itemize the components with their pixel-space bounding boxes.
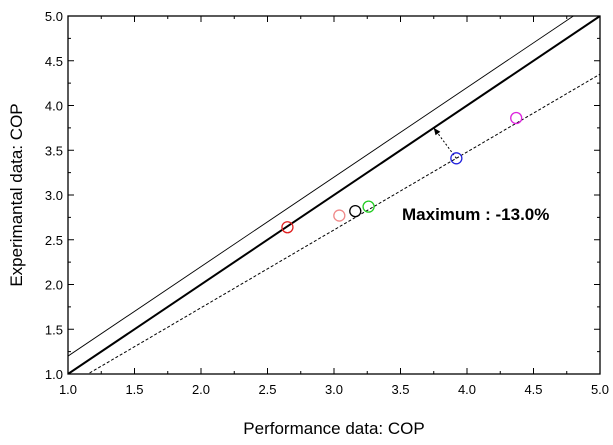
y-tick-label: 4.5 bbox=[45, 54, 63, 69]
x-tick-label: 3.0 bbox=[325, 382, 343, 397]
x-tick-label: 3.5 bbox=[391, 382, 409, 397]
reference-line-thick bbox=[68, 16, 600, 374]
data-point-5 bbox=[450, 152, 463, 165]
x-tick-label: 4.5 bbox=[524, 382, 542, 397]
y-tick-label: 3.5 bbox=[45, 143, 63, 158]
x-tick-label: 1.0 bbox=[59, 382, 77, 397]
x-tick-label: 4.0 bbox=[458, 382, 476, 397]
data-point-6 bbox=[510, 111, 523, 125]
x-tick-label: 2.0 bbox=[192, 382, 210, 397]
y-tick-label: 3.0 bbox=[45, 188, 63, 203]
y-tick-label: 2.0 bbox=[45, 278, 63, 293]
deviation-arrow-head bbox=[433, 127, 441, 136]
reference-line-thin bbox=[68, 16, 575, 357]
data-point-1 bbox=[281, 221, 294, 234]
x-tick-label: 1.5 bbox=[125, 382, 143, 397]
x-tick-label: 5.0 bbox=[591, 382, 609, 397]
data-point-3 bbox=[349, 204, 362, 218]
x-axis-title: Performance data: COP bbox=[243, 419, 424, 438]
data-point-4 bbox=[362, 200, 375, 213]
y-tick-label: 4.0 bbox=[45, 99, 63, 114]
max-deviation-annotation: Maximum : -13.0% bbox=[402, 205, 549, 224]
reference-line-dashed bbox=[86, 73, 600, 374]
y-axis-title: Experimantal data: COP bbox=[7, 103, 26, 286]
y-tick-label: 1.5 bbox=[45, 322, 63, 337]
data-point-2 bbox=[333, 209, 346, 222]
y-tick-label: 1.0 bbox=[45, 367, 63, 382]
y-tick-label: 2.5 bbox=[45, 233, 63, 248]
y-tick-label: 5.0 bbox=[45, 9, 63, 24]
x-tick-label: 2.5 bbox=[258, 382, 276, 397]
